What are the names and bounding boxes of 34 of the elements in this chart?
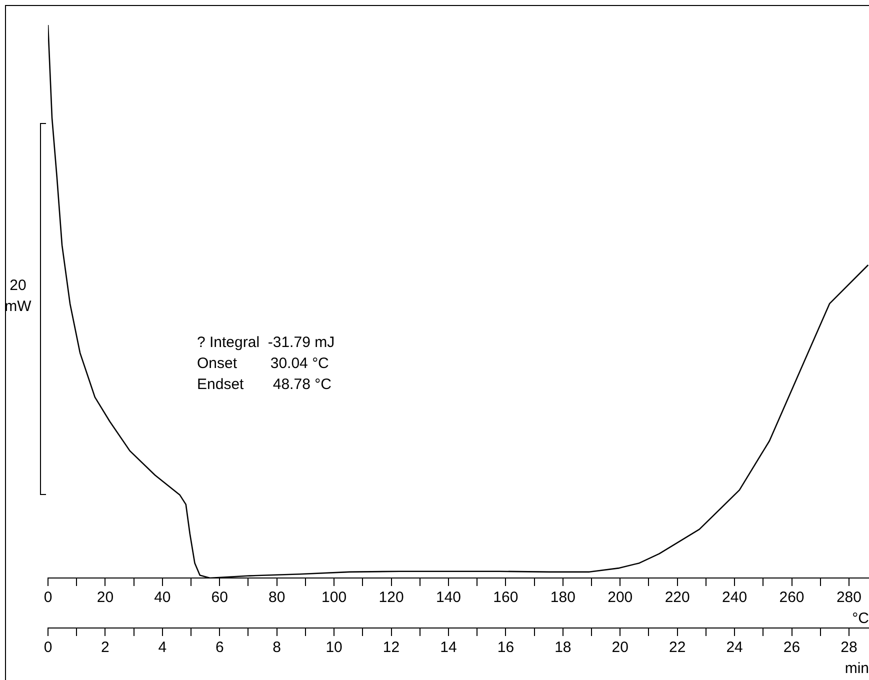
x2-tick-label: 22 <box>668 639 686 656</box>
x2-tick-label: 2 <box>101 639 110 656</box>
x2-tick-label: 24 <box>726 639 743 656</box>
x2-tick-label: 18 <box>554 639 572 656</box>
x-tick-label: 280 <box>836 589 862 606</box>
x-tick-label: 120 <box>378 589 404 606</box>
x-tick-label: 40 <box>154 589 171 606</box>
x2-tick-label: 12 <box>382 639 400 656</box>
x2-axis-title: min <box>844 660 869 678</box>
x-tick-label: 260 <box>779 589 804 606</box>
x-tick-label: 100 <box>322 589 347 606</box>
x2-tick-label: 20 <box>612 639 628 656</box>
x-tick-label: 20 <box>96 589 114 606</box>
x-tick-label: 200 <box>608 589 633 606</box>
x2-tick-label: 8 <box>272 639 282 656</box>
x2-tick-label: 10 <box>326 639 342 656</box>
x-tick-label: 160 <box>493 589 518 606</box>
annotation: ? Integral -31.79 mJ Onset 30.04 °C Endset 48.78 °C <box>197 334 335 393</box>
x2-tick-label: 4 <box>158 639 167 656</box>
x-tick-label: 140 <box>436 589 462 606</box>
x-tick-label: 60 <box>211 589 228 606</box>
x2-tick-label: 0 <box>44 639 52 656</box>
x-tick-label: 240 <box>722 589 748 606</box>
text: 20 mW <box>4 277 32 315</box>
x-tick-label: 220 <box>664 589 690 606</box>
x-tick-label: 0 <box>44 589 52 606</box>
x2-tick-label: 28 <box>840 639 858 656</box>
x2-tick-label: 6 <box>215 639 224 656</box>
x-axis-title: °C <box>852 610 869 628</box>
x2-tick-label: 26 <box>783 639 800 656</box>
x-tick-label: 180 <box>550 589 576 606</box>
x-tick-label: 80 <box>268 589 286 606</box>
x2-tick-label: 14 <box>440 639 457 656</box>
x2-tick-label: 16 <box>497 639 514 656</box>
